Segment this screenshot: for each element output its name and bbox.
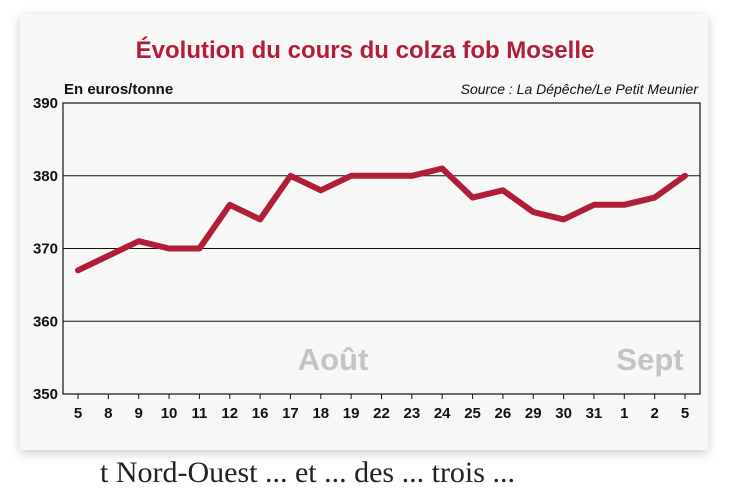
x-tick-label: 25 xyxy=(464,405,481,422)
source-note: Source : La Dépêche/Le Petit Meunier xyxy=(461,81,700,97)
month-labels: Août Sept xyxy=(298,342,684,377)
y-tick-label: 360 xyxy=(33,313,58,330)
data-points xyxy=(75,165,688,273)
x-tick-label: 10 xyxy=(161,405,178,422)
x-tick-label: 19 xyxy=(343,405,360,422)
x-tick-label: 29 xyxy=(525,405,542,422)
y-axis-unit-label: En euros/tonne xyxy=(64,81,173,98)
y-tick-label: 370 xyxy=(33,241,58,258)
x-tick-label: 16 xyxy=(252,405,269,422)
x-tick-label: 22 xyxy=(373,405,390,422)
x-tick-label: 1 xyxy=(620,405,628,422)
x-tick-label: 17 xyxy=(282,405,299,422)
x-tick-label: 12 xyxy=(221,405,238,422)
month-label-sept: Sept xyxy=(616,342,683,377)
series-line xyxy=(75,165,688,274)
x-tick-label: 23 xyxy=(404,405,421,422)
article-text-fragment: t Nord-Ouest ... et ... des ... trois ..… xyxy=(100,456,515,489)
x-tick-label: 26 xyxy=(495,405,512,422)
chart-card: Évolution du cours du colza fob Moselle … xyxy=(20,14,708,450)
month-label-aout: Août xyxy=(298,342,369,377)
y-axis-ticks: 350 360 370 380 390 xyxy=(33,95,58,403)
y-tick-label: 380 xyxy=(33,168,58,185)
x-tick-label: 30 xyxy=(555,405,572,422)
x-tick-label: 31 xyxy=(586,405,603,422)
x-axis-ticks: 5 8 9 10 11 12 16 17 18 19 22 23 24 25 26 29 30 31 1 2 5 xyxy=(74,394,689,422)
chart-title: Évolution du cours du colza fob Moselle xyxy=(136,36,595,64)
y-tick-label: 390 xyxy=(33,95,58,112)
x-tick-label: 8 xyxy=(104,405,112,422)
line-chart: Évolution du cours du colza fob Moselle … xyxy=(33,36,701,422)
x-tick-label: 24 xyxy=(434,405,451,422)
x-tick-label: 18 xyxy=(312,405,329,422)
x-tick-label: 9 xyxy=(135,405,143,422)
x-tick-label: 5 xyxy=(74,405,82,422)
x-tick-label: 2 xyxy=(650,405,658,422)
y-tick-label: 350 xyxy=(33,386,58,403)
x-tick-label: 11 xyxy=(191,405,207,422)
x-tick-label: 5 xyxy=(681,405,689,422)
